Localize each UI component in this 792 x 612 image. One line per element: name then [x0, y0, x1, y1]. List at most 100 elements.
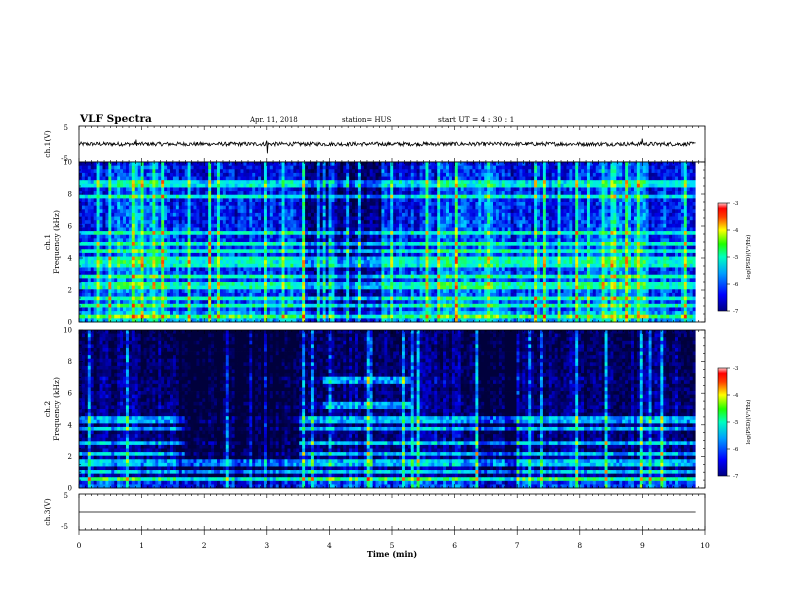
spectrogram-cell — [158, 223, 162, 228]
spectrogram-cell — [202, 311, 206, 316]
spectrogram-cell — [252, 303, 256, 308]
spectrogram-cell — [334, 205, 338, 210]
spectrogram-cell — [99, 172, 103, 177]
spectrogram-cell — [355, 231, 359, 236]
spectrogram-cell — [205, 223, 209, 228]
spectrogram-cell — [134, 209, 139, 214]
spectrogram-cell — [349, 162, 353, 167]
spectrogram-cell — [134, 314, 139, 319]
spectrogram-cell — [187, 191, 191, 196]
spectrogram-cell — [357, 242, 362, 247]
spectrogram-cell — [237, 242, 241, 247]
spectrogram-cell — [167, 216, 171, 221]
spectrogram-cell — [81, 198, 86, 203]
spectrogram-cell — [196, 311, 200, 316]
spectrogram-cell — [170, 194, 174, 199]
spectrogram-cell — [137, 162, 142, 167]
spectrogram-cell — [125, 187, 130, 192]
spectrogram-cell — [381, 318, 385, 323]
spectrogram-cell — [243, 227, 247, 232]
spectrogram-cell — [396, 183, 400, 188]
spectrogram-cell — [296, 191, 300, 196]
spectrogram-cell — [178, 296, 183, 301]
spectrogram-cell — [231, 282, 236, 287]
spectrogram-cell — [149, 278, 153, 283]
spectrogram-cell — [217, 162, 221, 167]
spectrogram-cell — [381, 274, 385, 279]
spectrogram-cell — [114, 209, 118, 214]
spectrogram-cell — [278, 256, 282, 261]
spectrogram-cell — [378, 271, 382, 276]
spectrogram-cell — [287, 172, 291, 177]
spectrogram-cell — [205, 285, 209, 290]
spectrogram-cell — [255, 296, 259, 301]
spectrogram-cell — [134, 220, 139, 225]
spectrogram-cell — [152, 172, 156, 177]
spectrogram-cell — [352, 165, 356, 170]
spectrogram-cell — [170, 231, 174, 236]
spectrogram-cell — [120, 252, 124, 257]
spectrogram-cell — [269, 187, 274, 192]
spectrogram-cell — [316, 187, 321, 192]
spectrogram-cell — [231, 260, 236, 265]
spectrogram-cell — [111, 271, 115, 276]
spectrogram-cell — [308, 162, 312, 167]
spectrogram-cell — [193, 252, 197, 257]
spectrogram-cell — [299, 191, 303, 196]
spectrogram-cell — [181, 216, 186, 221]
spectrogram-cell — [384, 198, 388, 203]
spectrogram-cell — [266, 252, 271, 257]
spectrogram-cell — [355, 212, 359, 217]
spectrogram-cell — [184, 183, 189, 188]
spectrogram-cell — [117, 198, 121, 203]
spectrogram-cell — [99, 249, 103, 254]
spectrogram-cell — [266, 300, 271, 305]
spectrogram-cell — [161, 249, 165, 254]
ch1-spectrogram-image — [79, 162, 705, 323]
spectrogram-cell — [111, 267, 115, 272]
spectrogram-cell — [284, 314, 288, 319]
spectrogram-cell — [293, 267, 297, 272]
spectrogram-cell — [146, 274, 150, 279]
spectrogram-cell — [137, 212, 142, 217]
spectrogram-cell — [131, 252, 136, 257]
spectrogram-cell — [225, 249, 230, 254]
spectrogram-cell — [134, 176, 139, 181]
spectrogram-cell — [111, 292, 115, 297]
spectrogram-cell — [114, 278, 118, 283]
spectrogram-cell — [360, 220, 365, 225]
spectrogram-cell — [222, 282, 227, 287]
spectrogram-cell — [243, 307, 247, 312]
spectrogram-cell — [396, 220, 400, 225]
spectrogram-cell — [263, 187, 268, 192]
spectrogram-cell — [84, 282, 89, 287]
spectrogram-cell — [293, 176, 297, 181]
spectrogram-cell — [128, 205, 133, 210]
spectrogram-cell — [137, 227, 142, 232]
spectrogram-cell — [337, 194, 341, 199]
spectrogram-cell — [190, 307, 194, 312]
spectrogram-cell — [123, 180, 127, 185]
spectrogram-cell — [352, 202, 356, 207]
spectrogram-cell — [117, 267, 121, 272]
spectrogram-cell — [114, 205, 118, 210]
spectrogram-cell — [378, 300, 382, 305]
spectrogram-cell — [111, 209, 115, 214]
spectrogram-cell — [131, 314, 136, 319]
spectrogram-cell — [302, 162, 306, 167]
spectrogram-cell — [125, 300, 130, 305]
spectrogram-cell — [322, 263, 327, 268]
spectrogram-cell — [310, 198, 315, 203]
spectrogram-cell — [81, 256, 86, 261]
spectrogram-cell — [305, 216, 309, 221]
spectrogram-cell — [352, 180, 356, 185]
spectrogram-cell — [325, 227, 329, 232]
spectrogram-cell — [375, 180, 379, 185]
spectrogram-cell — [93, 260, 98, 265]
spectrogram-cell — [172, 205, 177, 210]
spectrogram-cell — [167, 318, 171, 323]
spectrogram-cell — [349, 238, 353, 243]
spectrogram-cell — [152, 252, 156, 257]
spectrogram-cell — [87, 303, 92, 308]
spectrogram-cell — [319, 282, 324, 287]
